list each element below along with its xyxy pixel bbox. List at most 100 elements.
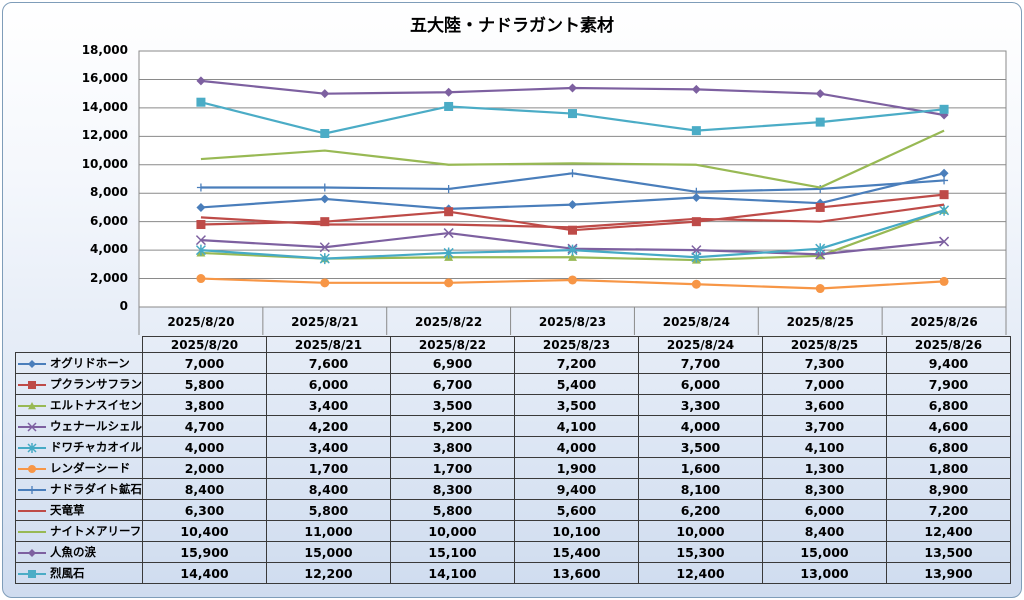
table-row: ナドラダイト鉱石 8,400 8,400 8,300 9,400 8,100 8,300 8,…	[15, 478, 1011, 500]
table-cell: 10,400	[142, 520, 267, 542]
data-point	[691, 126, 701, 136]
data-point	[568, 200, 577, 210]
table-cell: 3,500	[638, 436, 763, 458]
series-name: エルトナスイセン	[50, 398, 142, 412]
y-tick-label: 12,000	[81, 128, 128, 143]
table-cell: 5,200	[390, 415, 515, 437]
table-cell: 15,900	[142, 541, 267, 563]
series-name: ナイトメアリーフ	[50, 524, 142, 538]
y-tick-label: 6,000	[90, 213, 128, 228]
series-name: レンダーシード	[50, 461, 131, 475]
data-point	[691, 279, 701, 289]
table-cell: 5,400	[514, 373, 639, 395]
table-row-label: ドワチャカオイル	[15, 436, 143, 458]
table-cell: 4,600	[886, 415, 1011, 437]
data-point	[320, 89, 330, 99]
table-cell: 4,000	[142, 436, 267, 458]
table-cell: 14,100	[390, 562, 515, 584]
table-cell: 8,400	[762, 520, 887, 542]
data-point	[195, 235, 206, 246]
series-name: 烈風石	[50, 566, 85, 580]
table-cell: 10,000	[390, 520, 515, 542]
x-tick-label: 2025/8/21	[291, 315, 359, 329]
data-point	[320, 183, 329, 192]
data-point	[28, 380, 36, 389]
table-row: ドワチャカオイル 4,000 3,400 3,800 4,000 3,500 4,100 6,…	[15, 436, 1011, 458]
table-cell: 6,300	[142, 499, 267, 521]
legend-key	[18, 530, 46, 533]
chart-title: 五大陸・ナドラガント素材	[410, 16, 614, 36]
table-row-label: オグリドホーン	[15, 352, 143, 374]
table-cell: 1,300	[762, 457, 887, 479]
table-column-header: 2025/8/23	[514, 336, 639, 353]
plot-border	[138, 50, 1007, 308]
table-cell: 10,000	[638, 520, 763, 542]
table-row: ウェナールシェル 4,700 4,200 5,200 4,100 4,000 3,700 4,…	[15, 415, 1011, 437]
data-point	[28, 359, 36, 368]
series-name: プクランサフラン	[50, 377, 142, 391]
table-cell: 9,400	[886, 352, 1011, 374]
data-point	[568, 252, 577, 261]
legend-key	[18, 421, 46, 432]
table-cell: 5,800	[142, 373, 267, 395]
table-cell: 13,500	[886, 541, 1011, 563]
data-point	[444, 87, 454, 97]
table-cell: 3,600	[762, 394, 887, 416]
data-point	[320, 217, 330, 227]
y-tick-label: 16,000	[81, 71, 128, 86]
table-cell: 5,800	[266, 499, 391, 521]
series-name: 天竜草	[50, 503, 85, 517]
table-row: オグリドホーン 7,000 7,600 6,900 7,200 7,700 7,300 9,4…	[15, 352, 1011, 374]
table-cell: 3,700	[762, 415, 887, 437]
table-cell: 12,400	[638, 562, 763, 584]
data-point	[196, 76, 206, 86]
data-point	[27, 442, 37, 453]
table-cell: 6,800	[886, 436, 1011, 458]
data-point	[939, 168, 949, 178]
series-name: ウェナールシェル	[50, 419, 142, 433]
data-point	[444, 101, 454, 111]
table-column-header: 2025/8/21	[266, 336, 391, 353]
series-2	[196, 190, 949, 235]
data-point	[691, 245, 702, 256]
series-11	[196, 97, 949, 138]
table-column-header: 2025/8/20	[142, 336, 267, 353]
table-row: ナイトメアリーフ 10,400 11,000 10,000 10,100 10,000 8,…	[15, 520, 1011, 542]
plot-area	[138, 50, 1007, 335]
table-cell: 8,900	[886, 478, 1011, 500]
data-point	[568, 225, 577, 235]
data-point	[320, 128, 330, 138]
table-row-label: レンダーシード	[15, 457, 143, 479]
table-cell: 1,800	[886, 457, 1011, 479]
series-name: ドワチャカオイル	[50, 440, 142, 454]
x-tick-label: 2025/8/20	[167, 315, 235, 329]
table-cell: 7,300	[762, 352, 887, 374]
data-point	[28, 569, 36, 578]
table-cell: 8,400	[142, 478, 267, 500]
table-cell: 3,800	[390, 436, 515, 458]
data-point	[692, 187, 701, 196]
table-corner	[16, 337, 143, 353]
legend-key	[18, 380, 46, 389]
series-name: ナドラダイト鉱石	[50, 482, 142, 496]
table-cell: 5,800	[390, 499, 515, 521]
legend-key	[18, 548, 46, 557]
data-point	[28, 485, 36, 494]
table-column-header: 2025/8/26	[886, 336, 1011, 353]
table-column-header: 2025/8/22	[390, 336, 515, 353]
table-cell: 1,700	[390, 457, 515, 479]
legend-key	[18, 569, 46, 578]
x-tick-label: 2025/8/23	[538, 315, 607, 329]
data-point	[196, 183, 205, 192]
data-point	[444, 278, 454, 288]
data-point	[939, 190, 949, 200]
data-point	[568, 109, 577, 119]
legend-key	[18, 442, 46, 453]
table-cell: 4,000	[514, 436, 639, 458]
table-cell: 4,200	[266, 415, 391, 437]
table-row: 烈風石 14,400 12,200 14,100 13,600 12,400 13,000 1…	[15, 562, 1011, 584]
table-column-header: 2025/8/24	[638, 336, 763, 353]
table-cell: 7,600	[266, 352, 391, 374]
data-point	[28, 464, 36, 473]
table-cell: 6,000	[266, 373, 391, 395]
